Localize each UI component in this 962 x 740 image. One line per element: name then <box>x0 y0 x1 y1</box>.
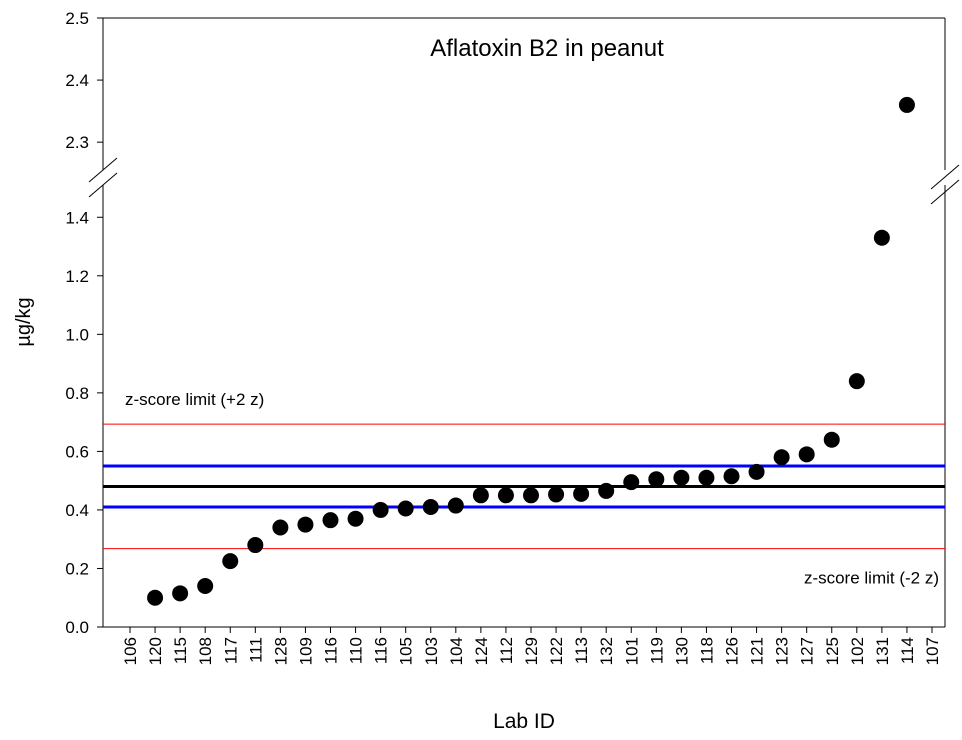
point <box>873 229 890 246</box>
point <box>447 497 464 514</box>
point <box>297 516 314 533</box>
y-axis-title: µg/kg <box>13 297 35 346</box>
y-tick-label: 1.0 <box>65 325 89 344</box>
x-tick-label: 117 <box>221 637 240 664</box>
x-tick-label: 122 <box>547 637 566 665</box>
x-tick-label: 118 <box>697 637 716 664</box>
x-tick-label: 102 <box>848 637 867 665</box>
x-tick-label: 114 <box>898 637 917 664</box>
point <box>322 512 339 529</box>
point <box>598 482 615 499</box>
point <box>748 463 765 480</box>
x-tick-label: 103 <box>422 637 441 665</box>
point <box>372 501 389 518</box>
y-tick-label: 0.6 <box>65 442 89 461</box>
point <box>698 469 715 486</box>
reference-label: z-score limit (+2 z) <box>125 390 264 409</box>
y-tick-label: 0.8 <box>65 384 89 403</box>
point <box>648 471 665 488</box>
point <box>798 446 815 463</box>
point <box>222 553 239 570</box>
y-tick-label: 2.4 <box>65 71 89 90</box>
point <box>397 500 414 517</box>
point <box>147 589 164 606</box>
x-tick-label: 106 <box>121 637 140 665</box>
axis-break <box>930 179 960 205</box>
x-tick-label: 130 <box>672 637 691 665</box>
x-tick-label: 131 <box>873 637 892 665</box>
point <box>673 469 690 486</box>
point <box>573 485 590 502</box>
x-tick-label: 107 <box>923 637 942 665</box>
x-tick-label: 124 <box>472 637 491 665</box>
axis-break <box>88 172 118 198</box>
point <box>623 474 640 491</box>
x-tick-label: 108 <box>196 637 215 665</box>
x-tick-label: 123 <box>773 637 792 665</box>
chart-title: Aflatoxin B2 in peanut <box>430 35 664 62</box>
point <box>247 537 264 554</box>
point <box>422 499 439 516</box>
point <box>272 519 289 536</box>
point <box>172 585 189 602</box>
y-tick-label: 0.4 <box>65 501 89 520</box>
point <box>823 431 840 448</box>
x-tick-label: 101 <box>622 637 641 665</box>
x-tick-label: 120 <box>146 637 165 665</box>
x-tick-label: 129 <box>522 637 541 665</box>
point <box>898 96 915 113</box>
x-tick-label: 110 <box>347 637 366 664</box>
x-axis-title: Lab ID <box>493 710 555 733</box>
x-tick-label: 112 <box>497 637 516 664</box>
x-tick-label: 128 <box>271 637 290 665</box>
point <box>523 487 539 504</box>
x-tick-label: 127 <box>798 637 817 665</box>
reference-label: z-score limit (-2 z) <box>804 569 939 588</box>
x-tick-label: 116 <box>322 637 341 664</box>
x-tick-label: 115 <box>171 637 190 664</box>
x-tick-label: 113 <box>572 637 591 664</box>
point <box>497 487 514 504</box>
point <box>848 373 865 390</box>
x-tick-label: 109 <box>296 637 315 665</box>
point <box>197 578 214 595</box>
x-tick-label: 125 <box>823 637 842 665</box>
y-tick-label: 0.0 <box>65 618 89 637</box>
x-tick-label: 104 <box>447 637 466 665</box>
x-tick-label: 126 <box>723 637 742 665</box>
y-tick-label: 0.2 <box>65 559 89 578</box>
x-tick-label: 132 <box>597 637 616 665</box>
point <box>548 486 565 503</box>
y-tick-label: 1.2 <box>65 267 89 286</box>
y-tick-label: 1.4 <box>65 208 89 227</box>
x-tick-label: 121 <box>748 637 767 665</box>
x-tick-label: 105 <box>397 637 416 665</box>
x-tick-label: 116 <box>372 637 391 664</box>
y-tick-label: 2.3 <box>65 133 89 152</box>
x-tick-label: 119 <box>647 637 666 664</box>
point <box>773 449 790 466</box>
x-tick-label: 111 <box>246 637 265 663</box>
y-tick-label: 2.5 <box>65 9 89 28</box>
point <box>472 487 489 504</box>
point <box>347 510 364 527</box>
point <box>723 468 740 485</box>
axis-break <box>930 164 960 190</box>
axis-break <box>88 157 118 183</box>
